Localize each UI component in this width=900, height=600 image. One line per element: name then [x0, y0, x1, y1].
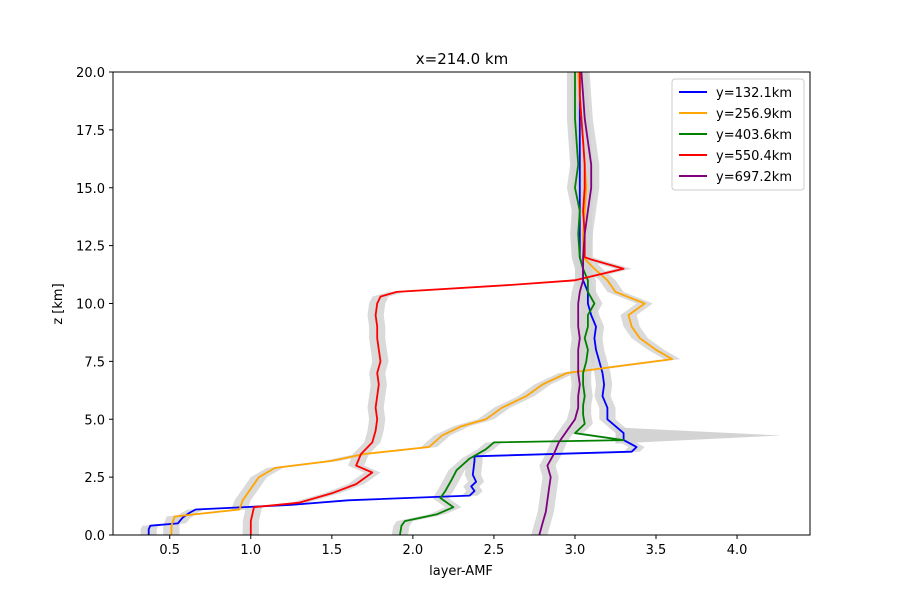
x-tick-label: 2.0 [403, 543, 424, 558]
y-tick-label: 0.0 [84, 529, 105, 544]
band-series-5 [531, 72, 600, 535]
series-line-5 [538, 71, 593, 536]
y-tick-label: 20.0 [76, 66, 105, 81]
legend: y=132.1km y=256.9km y=403.6km y=550.4km y=69… [671, 78, 805, 191]
x-tick-label: 1.5 [321, 543, 342, 558]
uncertainty-bands [140, 72, 781, 535]
series-line-2 [170, 71, 674, 535]
series-line-1 [147, 72, 638, 535]
x-axis-ticks: 0.5 1.0 1.5 2.0 2.5 3.0 3.5 4.0 [159, 535, 747, 558]
y-tick-label: 17.5 [76, 124, 105, 139]
y-axis-ticks: 0.0 2.5 5.0 7.5 10.0 12.5 15.0 17.5 20.0 [76, 66, 113, 544]
legend-label: y=403.6km [716, 128, 792, 143]
legend-label: y=697.2km [716, 170, 792, 185]
y-tick-label: 7.5 [84, 355, 105, 370]
x-tick-label: 3.0 [565, 543, 586, 558]
y-axis-label: z [km] [51, 283, 66, 324]
legend-label: y=132.1km [716, 86, 792, 101]
y-tick-label: 12.5 [76, 240, 105, 255]
series-line-3 [399, 72, 625, 536]
x-tick-label: 1.0 [240, 543, 261, 558]
x-tick-label: 4.0 [727, 543, 748, 558]
series-line-4 [249, 72, 625, 535]
chart-title: x=214.0 km [416, 50, 508, 68]
x-axis-label: layer-AMF [429, 564, 493, 579]
legend-label: y=550.4km [716, 149, 792, 164]
y-tick-label: 15.0 [76, 182, 105, 197]
x-tick-label: 2.5 [484, 543, 505, 558]
uncertainty-spike-1 [615, 427, 781, 444]
legend-label: y=256.9km [716, 107, 792, 122]
x-tick-label: 3.5 [646, 543, 667, 558]
y-tick-label: 2.5 [84, 471, 105, 486]
legend-box [671, 78, 805, 191]
series-lines [147, 71, 674, 536]
y-tick-label: 10.0 [76, 298, 105, 313]
x-tick-label: 0.5 [159, 543, 180, 558]
band-series-3 [391, 72, 632, 535]
y-tick-label: 5.0 [84, 413, 105, 428]
